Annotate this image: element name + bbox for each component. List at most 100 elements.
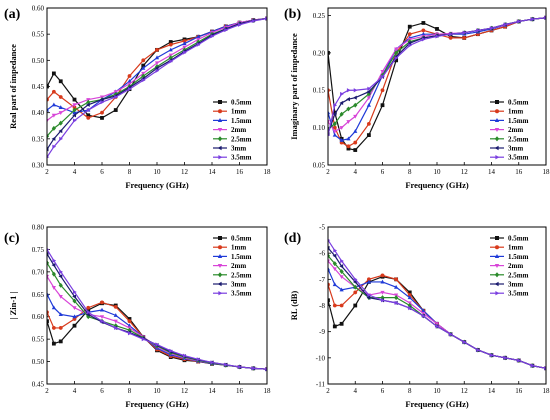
data-point xyxy=(517,19,522,24)
legend-marker xyxy=(218,245,222,250)
x-tick-label: 14 xyxy=(209,168,217,176)
data-point xyxy=(394,295,399,301)
data-point xyxy=(407,41,412,46)
data-point xyxy=(47,292,50,296)
y-tick-label: -5 xyxy=(319,224,325,232)
data-point xyxy=(353,114,358,119)
data-point xyxy=(72,103,77,108)
series-line-2mm xyxy=(47,17,267,121)
panel-label: (b) xyxy=(284,7,301,22)
data-point xyxy=(394,277,399,282)
legend-marker xyxy=(494,254,500,258)
data-point xyxy=(169,348,174,353)
chart-panel-3: (c) 2 4 6 8 10 12 14 16 18 0.45 0.50 0.55 0.60 0.65 0.7… xyxy=(4,224,271,410)
series-line-0.5mm xyxy=(47,302,267,370)
data-point xyxy=(353,88,358,93)
data-point xyxy=(394,50,399,56)
y-tick-label: 0.50 xyxy=(32,57,45,65)
series-line-1.5mm xyxy=(47,294,267,370)
data-point xyxy=(380,273,385,278)
y-tick-label: 0.45 xyxy=(32,83,45,91)
data-point xyxy=(58,105,63,109)
data-point xyxy=(100,116,104,120)
data-point xyxy=(47,107,50,112)
series-line-3mm xyxy=(47,17,267,150)
data-point xyxy=(58,339,63,344)
data-point xyxy=(47,118,50,123)
data-point xyxy=(141,58,146,63)
data-point xyxy=(380,103,385,108)
data-point xyxy=(182,39,187,43)
legend-label: 3.5mm xyxy=(231,290,252,298)
legend-label: 2.5mm xyxy=(231,135,252,143)
data-point xyxy=(154,55,160,60)
data-point xyxy=(168,42,173,47)
legend-label: 2mm xyxy=(231,262,246,270)
data-point xyxy=(339,275,344,279)
legend-label: 1.5mm xyxy=(231,253,252,261)
series-line-3.5mm xyxy=(47,17,267,158)
y-tick-label: 0.40 xyxy=(32,109,45,117)
data-point xyxy=(72,105,77,110)
data-point xyxy=(47,133,50,139)
data-point xyxy=(127,74,132,78)
legend-label: 2.5mm xyxy=(508,271,529,279)
y-tick-label: 0.35 xyxy=(32,135,45,143)
plot-area xyxy=(328,238,546,371)
data-point xyxy=(113,304,118,309)
data-point xyxy=(328,110,331,115)
data-point xyxy=(353,140,358,145)
data-point xyxy=(58,95,63,99)
y-axis-label: RL (dB) xyxy=(289,291,299,321)
legend-label: 3mm xyxy=(231,145,246,153)
data-point xyxy=(476,28,481,33)
data-point xyxy=(339,287,344,292)
x-tick-label: 8 xyxy=(128,168,132,176)
data-point xyxy=(154,61,160,66)
data-point xyxy=(72,289,77,295)
data-point xyxy=(86,305,91,310)
y-tick-label: -9 xyxy=(319,328,325,336)
legend-label: 3mm xyxy=(231,281,246,289)
data-point xyxy=(346,144,351,149)
data-point xyxy=(58,120,63,126)
data-point xyxy=(394,300,399,305)
x-tick-label: 2 xyxy=(45,387,49,395)
data-point xyxy=(476,347,481,353)
x-tick-label: 14 xyxy=(209,387,217,395)
data-point xyxy=(353,129,358,133)
data-point xyxy=(353,290,358,295)
data-point xyxy=(332,129,337,134)
data-point xyxy=(141,78,146,83)
data-point xyxy=(113,323,118,329)
data-point xyxy=(339,303,344,308)
x-tick-label: 2 xyxy=(326,387,330,395)
data-point xyxy=(408,43,413,48)
x-tick-label: 8 xyxy=(408,168,412,176)
chart-panel-1: (a) 2 4 6 8 10 12 14 16 18 0.30 0.35 0.40 0.45 0.50 0.5… xyxy=(4,5,271,191)
data-point xyxy=(367,292,372,298)
legend-label: 2.5mm xyxy=(231,271,252,279)
data-point xyxy=(380,279,385,284)
data-point xyxy=(328,50,330,55)
legend-marker xyxy=(494,128,500,132)
legend-label: 1mm xyxy=(231,108,246,116)
data-point xyxy=(340,258,344,264)
y-tick-label: -8 xyxy=(319,302,325,310)
data-point xyxy=(517,358,522,363)
x-axis-label: Frequency (GHz) xyxy=(125,399,189,409)
data-point xyxy=(196,357,201,362)
y-tick-label: 0.55 xyxy=(32,31,45,39)
data-point xyxy=(113,319,118,324)
plot-frame xyxy=(46,226,268,385)
data-point xyxy=(366,279,371,284)
x-tick-label: 4 xyxy=(73,387,77,395)
data-point xyxy=(72,107,77,113)
data-point xyxy=(333,248,338,253)
x-tick-label: 4 xyxy=(73,168,77,176)
legend-marker xyxy=(494,272,500,278)
data-point xyxy=(127,319,132,324)
data-point xyxy=(224,362,229,367)
